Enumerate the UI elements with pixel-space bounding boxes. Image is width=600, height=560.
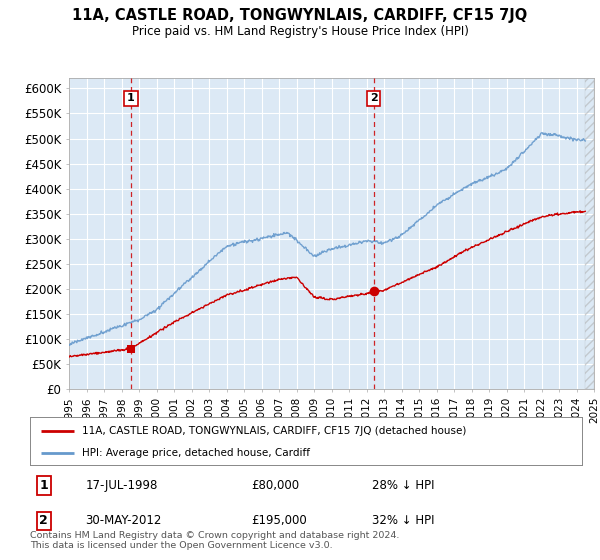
Text: 2: 2	[370, 94, 377, 104]
Text: 28% ↓ HPI: 28% ↓ HPI	[372, 479, 435, 492]
Text: 2: 2	[40, 514, 48, 528]
Text: Price paid vs. HM Land Registry's House Price Index (HPI): Price paid vs. HM Land Registry's House …	[131, 25, 469, 38]
Text: 11A, CASTLE ROAD, TONGWYNLAIS, CARDIFF, CF15 7JQ (detached house): 11A, CASTLE ROAD, TONGWYNLAIS, CARDIFF, …	[82, 426, 467, 436]
Text: 17-JUL-1998: 17-JUL-1998	[85, 479, 158, 492]
Text: 1: 1	[40, 479, 48, 492]
Text: Contains HM Land Registry data © Crown copyright and database right 2024.
This d: Contains HM Land Registry data © Crown c…	[30, 530, 400, 550]
Text: 32% ↓ HPI: 32% ↓ HPI	[372, 514, 435, 528]
Text: 1: 1	[127, 94, 135, 104]
Text: HPI: Average price, detached house, Cardiff: HPI: Average price, detached house, Card…	[82, 448, 310, 458]
Text: 11A, CASTLE ROAD, TONGWYNLAIS, CARDIFF, CF15 7JQ: 11A, CASTLE ROAD, TONGWYNLAIS, CARDIFF, …	[73, 8, 527, 24]
Text: 30-MAY-2012: 30-MAY-2012	[85, 514, 161, 528]
Text: £80,000: £80,000	[251, 479, 299, 492]
Text: £195,000: £195,000	[251, 514, 307, 528]
